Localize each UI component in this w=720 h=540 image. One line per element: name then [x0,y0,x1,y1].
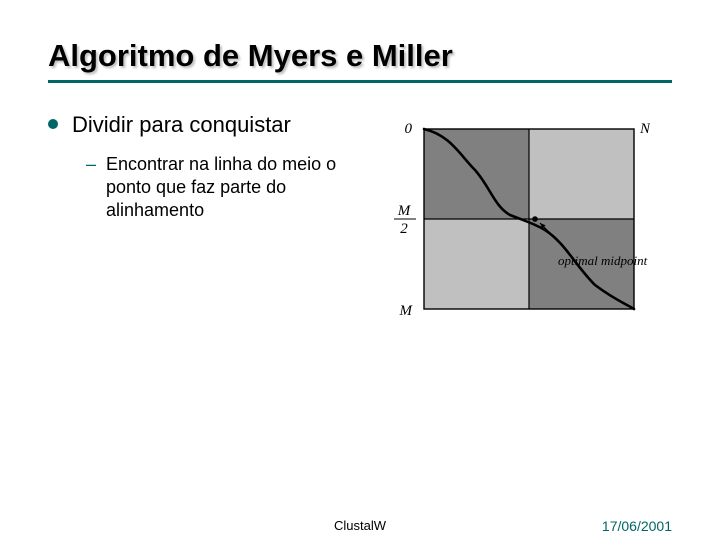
footer-date: 17/06/2001 [602,518,672,534]
bullet-level-2: – Encontrar na linha do meio o ponto que… [86,153,348,223]
diagram-column: 0 N M 2 Moptimal midpoint [368,111,672,345]
svg-text:M: M [397,203,412,219]
svg-text:optimal midpoint: optimal midpoint [558,253,648,268]
title-underline [48,80,672,83]
bullet-level-1: Dividir para conquistar [48,111,348,139]
text-column: Dividir para conquistar – Encontrar na l… [48,111,348,345]
svg-text:0: 0 [405,121,413,137]
svg-text:N: N [639,121,650,137]
bullet-l1-text: Dividir para conquistar [72,111,291,139]
myers-miller-diagram: 0 N M 2 Moptimal midpoint [390,115,650,345]
footer-center-text: ClustalW [334,518,386,533]
bullet-dot-icon [48,119,58,129]
content-row: Dividir para conquistar – Encontrar na l… [48,111,672,345]
svg-text:M: M [399,303,414,319]
bullet-l2-text: Encontrar na linha do meio o ponto que f… [106,153,348,223]
slide-title: Algoritmo de Myers e Miller [48,38,672,74]
bullet-dash-icon: – [86,154,96,175]
svg-text:2: 2 [400,221,408,237]
slide: Algoritmo de Myers e Miller Dividir para… [0,0,720,540]
